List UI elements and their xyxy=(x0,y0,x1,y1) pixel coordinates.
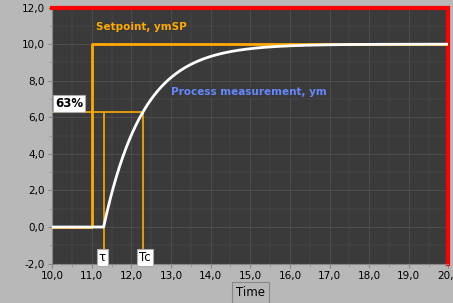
Text: Process measurement, ym: Process measurement, ym xyxy=(171,87,327,97)
Text: Tc: Tc xyxy=(140,251,151,264)
Text: Setpoint, ymSP: Setpoint, ymSP xyxy=(96,22,187,32)
X-axis label: Time: Time xyxy=(236,286,265,299)
Text: τ: τ xyxy=(99,251,106,264)
Text: 63%: 63% xyxy=(55,97,83,110)
